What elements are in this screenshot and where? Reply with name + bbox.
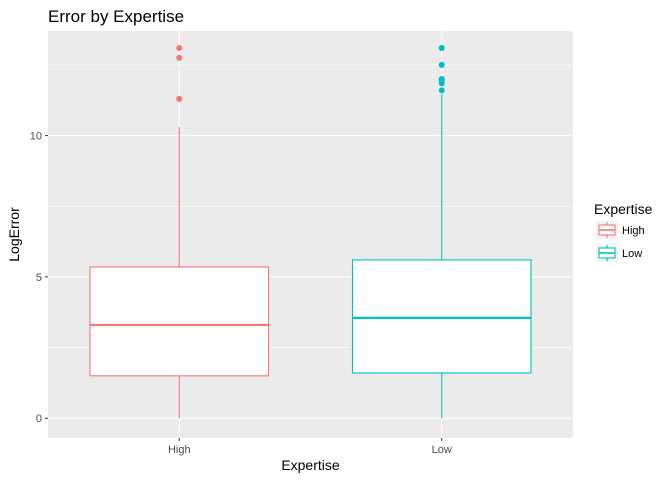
chart-title: Error by Expertise (48, 7, 184, 26)
legend-title: Expertise (594, 201, 653, 217)
box-high (89, 44, 270, 419)
plot-panel (48, 31, 573, 438)
legend-label: High (622, 225, 645, 237)
legend-label: Low (622, 248, 642, 260)
x-tick-label: High (168, 444, 191, 456)
outlier-point (176, 95, 183, 102)
outlier-point (176, 54, 183, 61)
x-axis-title: Expertise (281, 457, 340, 473)
boxes-layer (89, 44, 532, 419)
outlier-point (438, 76, 445, 83)
legend-key-high (596, 221, 618, 239)
x-axis-ticks: High Low (168, 438, 452, 456)
y-tick-label: 10 (30, 131, 42, 143)
outlier-point (176, 44, 183, 51)
box-body (89, 266, 270, 377)
y-axis-ticks: 0 5 10 (30, 131, 48, 425)
y-axis-title: LogError (6, 207, 22, 262)
legend-key-low (596, 244, 618, 262)
box-low (351, 44, 532, 419)
x-tick-label: Low (432, 444, 452, 456)
outlier-point (438, 44, 445, 51)
outlier-point (438, 61, 445, 68)
y-tick-label: 5 (36, 272, 42, 284)
legend: Expertise High Low (594, 201, 653, 262)
y-tick-label: 0 (36, 413, 42, 425)
outlier-point (438, 87, 445, 94)
box-body (351, 259, 532, 374)
